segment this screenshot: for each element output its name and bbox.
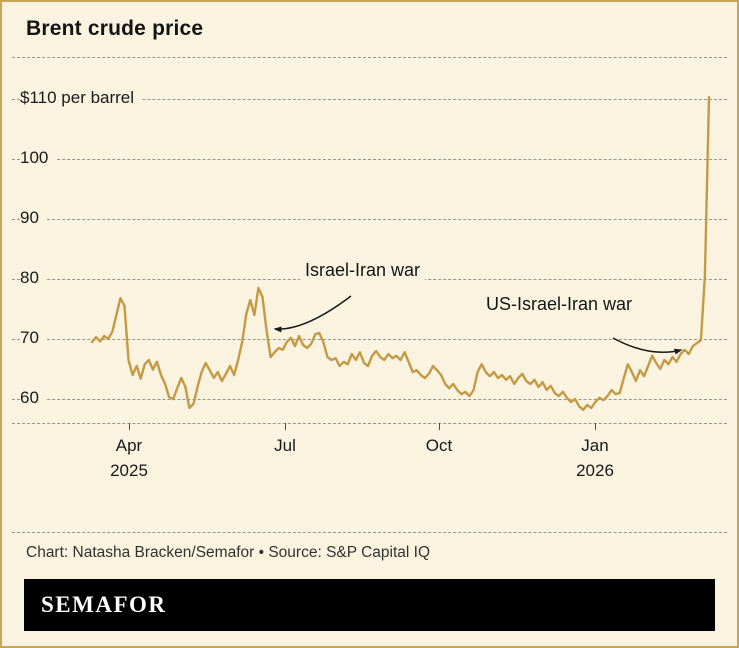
y-tick-label-90: 90 — [20, 206, 47, 229]
chart-credit: Chart: Natasha Bracken/Semafor • Source:… — [26, 544, 431, 561]
x-axis-line — [12, 423, 727, 424]
semafor-logo-bar: SEMAFOR — [24, 579, 715, 631]
x-tick-label: Jul — [274, 436, 296, 455]
y-tick-label-80: 80 — [20, 266, 47, 289]
x-tick-mark — [129, 423, 130, 430]
semafor-wordmark: SEMAFOR — [41, 592, 167, 617]
y-tick-label-70: 70 — [20, 326, 47, 349]
chart-title: Brent crude price — [26, 17, 204, 40]
x-tick-mark — [595, 423, 596, 430]
x-tick-mark — [285, 423, 286, 430]
x-tick-year-label: 2026 — [576, 461, 614, 480]
x-tick-label: Jan — [581, 436, 609, 455]
brent-price-line — [90, 96, 711, 411]
gridline-100 — [12, 159, 727, 160]
x-tick-label: Oct — [425, 436, 453, 455]
x-tick-mark — [439, 423, 440, 430]
title-divider — [12, 57, 727, 58]
x-tick-label: Apr — [115, 436, 143, 455]
annotation-arrow-israel-iran — [273, 295, 352, 333]
gridline-70 — [12, 339, 727, 340]
annotation-israel-iran-war: Israel-Iran war — [300, 259, 426, 282]
y-tick-label-60: 60 — [20, 386, 47, 409]
footer-divider — [12, 532, 727, 533]
x-tick-year-label: 2025 — [110, 461, 148, 480]
y-tick-label-100: 100 — [20, 146, 57, 169]
y-tick-label-110: $110 per barrel — [20, 86, 143, 109]
gridline-90 — [12, 219, 727, 220]
gridline-60 — [12, 399, 727, 400]
annotation-arrow-us-israel-iran — [612, 337, 683, 355]
annotation-us-israel-iran-war: US-Israel-Iran war — [481, 293, 638, 316]
